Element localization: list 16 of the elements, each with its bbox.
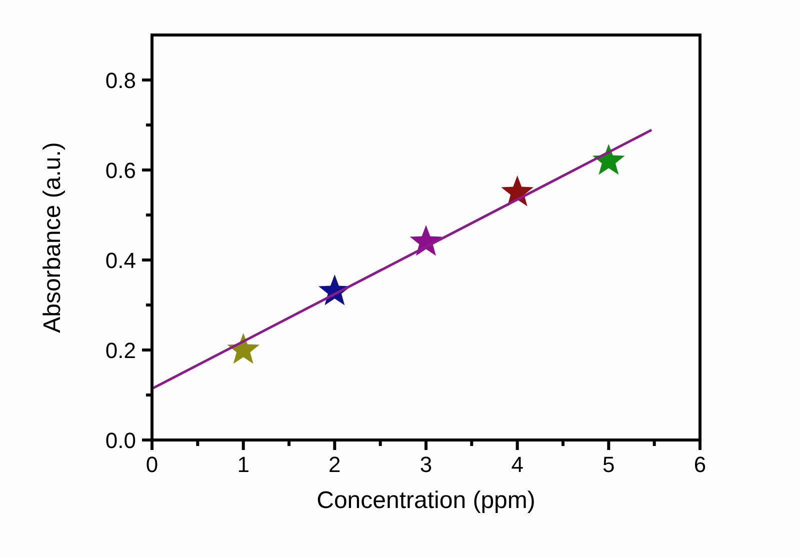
x-tick-label: 5 xyxy=(602,452,615,477)
x-tick-label: 0 xyxy=(146,452,158,477)
point xyxy=(592,144,625,175)
x-tick-label: 6 xyxy=(694,452,706,477)
y-tick-label: 0.6 xyxy=(105,158,136,183)
y-axis-title: Absorbance (a.u.) xyxy=(39,142,66,333)
y-tick-label: 0.0 xyxy=(105,428,136,453)
x-tick-label: 2 xyxy=(328,452,341,477)
x-tick-label: 3 xyxy=(420,452,432,477)
y-tick-label: 0.4 xyxy=(105,248,136,273)
x-tick-label: 4 xyxy=(511,452,524,477)
x-tick-label: 1 xyxy=(237,452,250,477)
x-axis-title: Concentration (ppm) xyxy=(316,487,536,514)
point xyxy=(227,333,260,364)
y-tick-label: 0.8 xyxy=(105,68,136,93)
y-tick-label: 0.2 xyxy=(105,338,136,363)
